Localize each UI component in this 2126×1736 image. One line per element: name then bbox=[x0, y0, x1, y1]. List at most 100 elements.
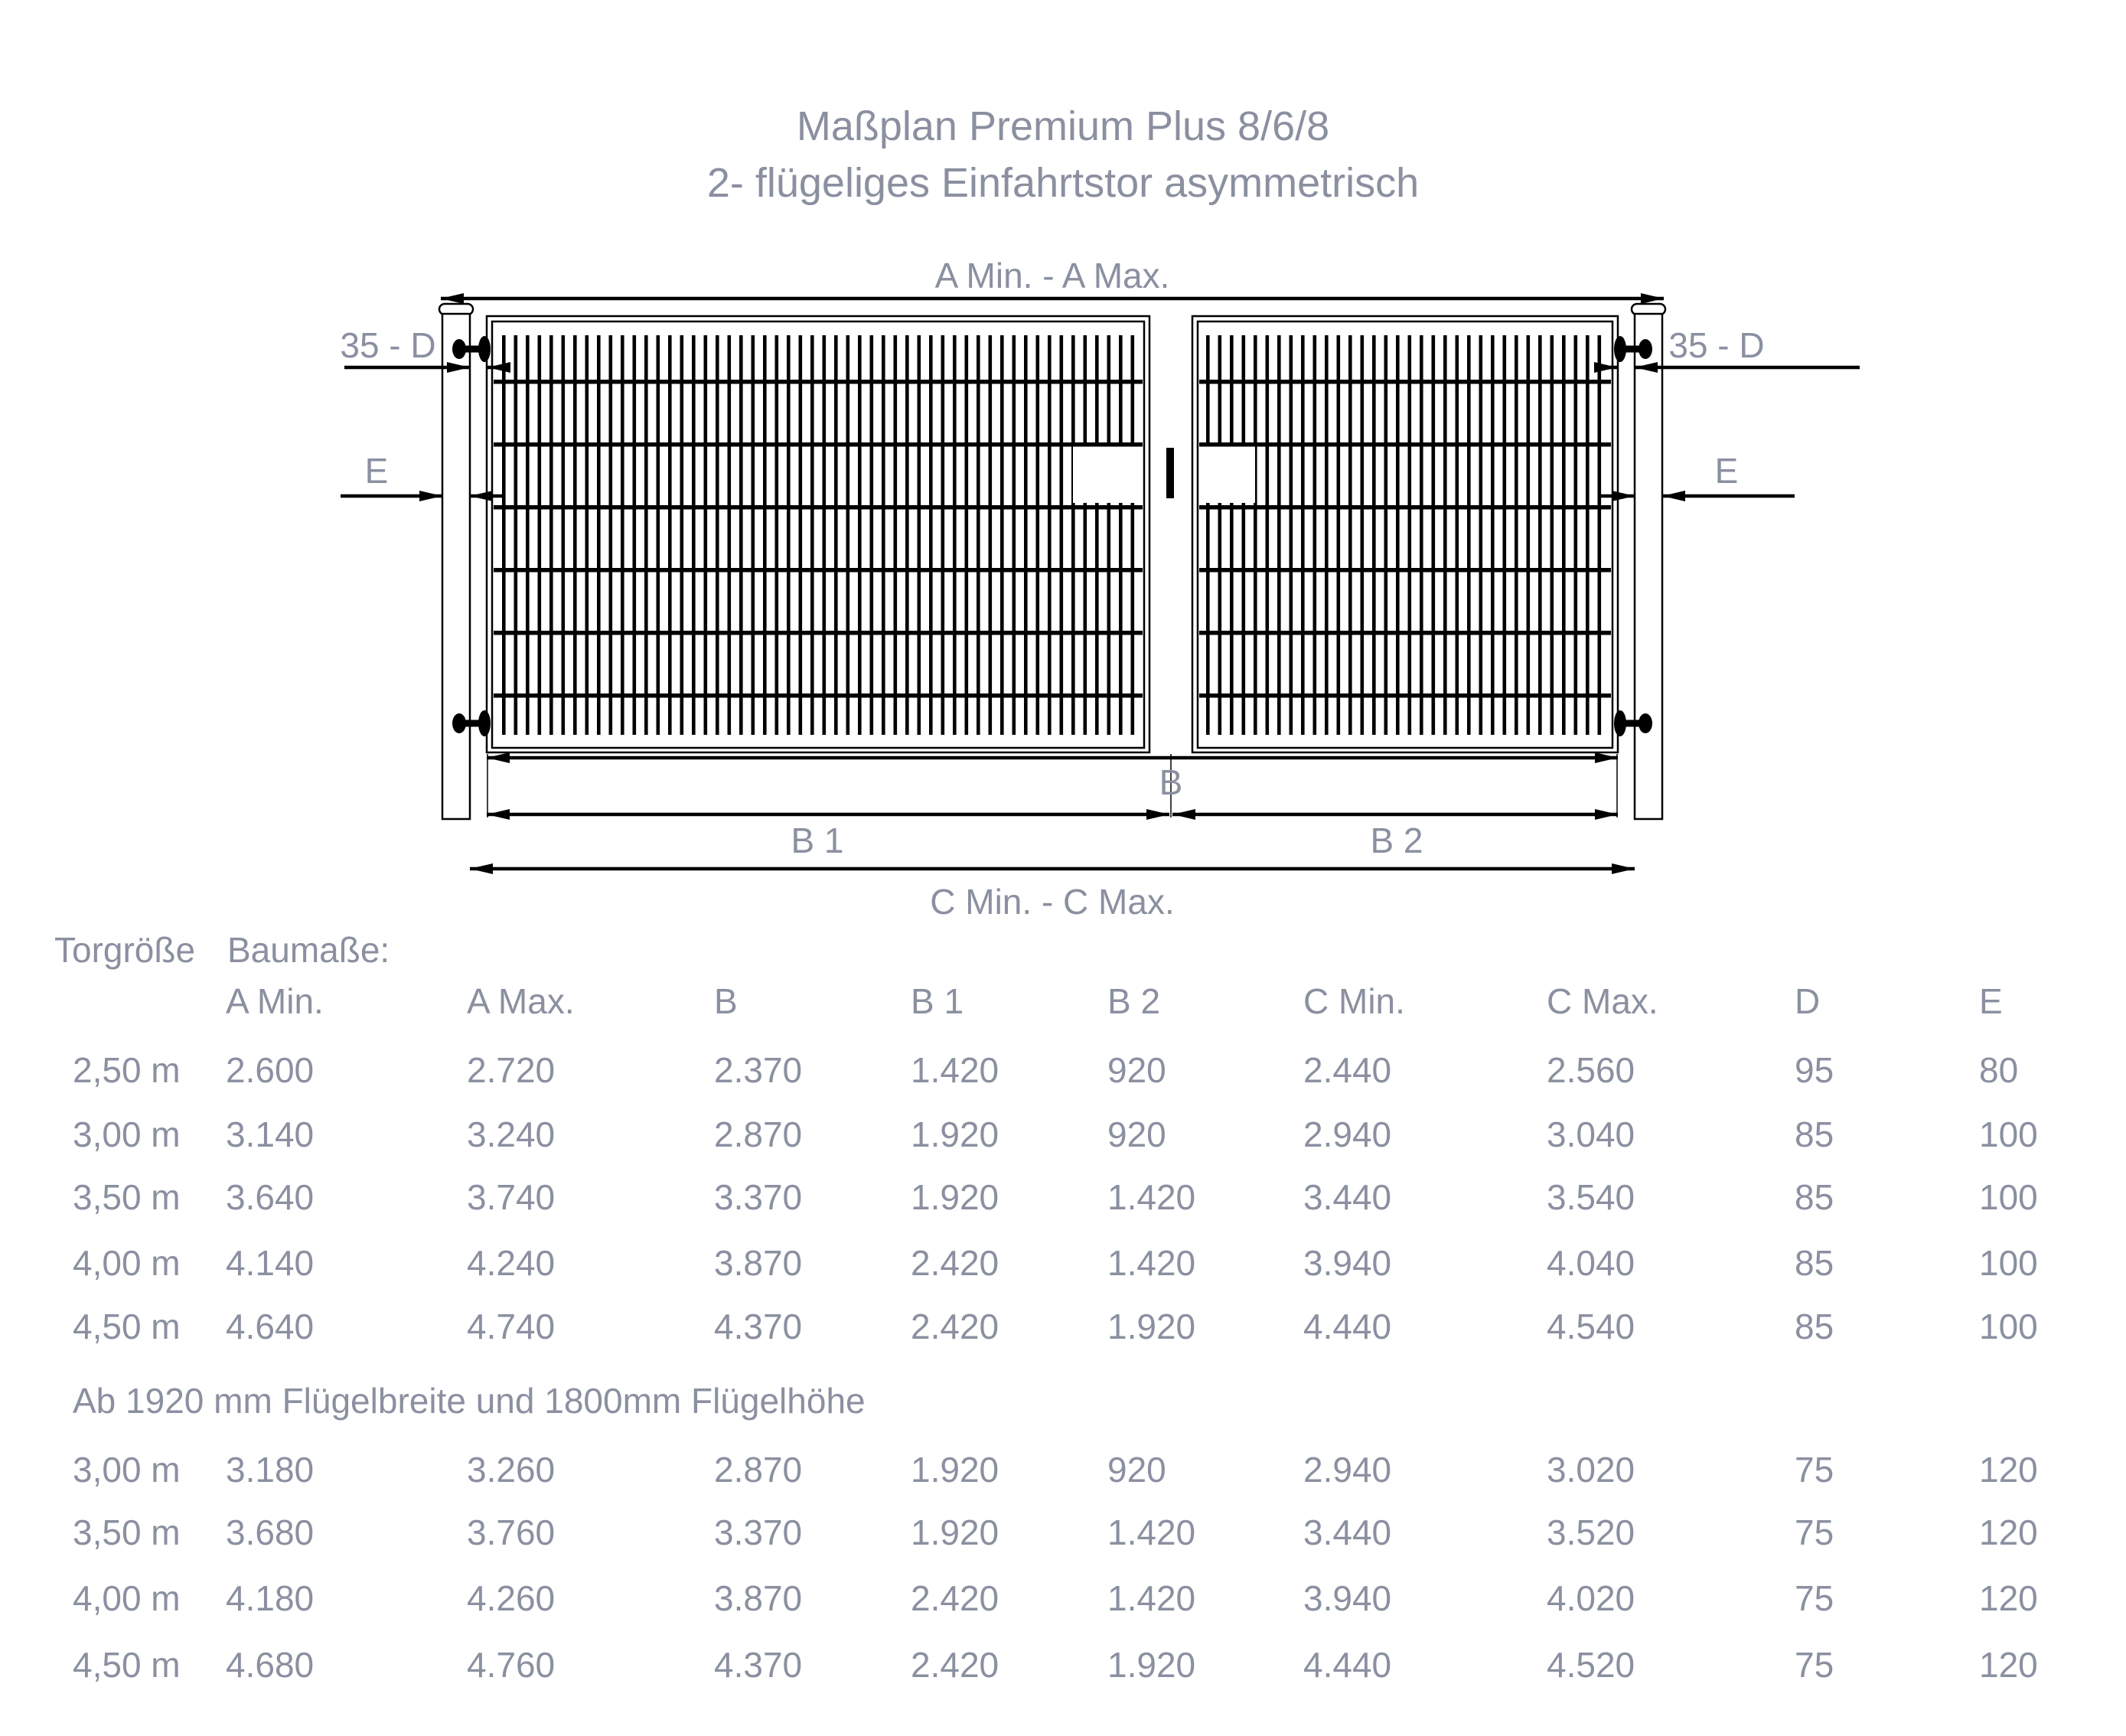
cell-value: 3.180 bbox=[226, 1450, 315, 1490]
column-header: A Max. bbox=[467, 981, 575, 1021]
cell-value: 3.640 bbox=[226, 1177, 315, 1217]
cell-value: 95 bbox=[1795, 1050, 1834, 1090]
cell-value: 4.640 bbox=[226, 1307, 315, 1346]
wing-rail bbox=[494, 380, 1143, 384]
cell-value: 4.260 bbox=[467, 1578, 556, 1618]
cell-value: 3.680 bbox=[226, 1512, 315, 1552]
cell-value: 75 bbox=[1795, 1645, 1834, 1685]
dimension-label-d-left: 35 - D bbox=[340, 325, 435, 365]
column-header: B bbox=[714, 981, 738, 1021]
cell-torgroesse: 3,00 m bbox=[73, 1114, 181, 1154]
cell-value: 1.920 bbox=[1107, 1645, 1196, 1685]
dimension-label-b: B bbox=[1159, 762, 1183, 802]
cell-value: 3.540 bbox=[1547, 1177, 1635, 1217]
cell-torgroesse: 4,00 m bbox=[73, 1578, 181, 1618]
cell-value: 920 bbox=[1107, 1450, 1166, 1490]
column-header: E bbox=[1979, 981, 2003, 1021]
cell-value: 1.920 bbox=[911, 1114, 999, 1154]
cell-value: 4.020 bbox=[1547, 1578, 1635, 1618]
wing-rail bbox=[494, 693, 1143, 698]
cell-value: 2.440 bbox=[1303, 1050, 1392, 1090]
cell-value: 2.940 bbox=[1303, 1450, 1392, 1490]
cell-value: 4.440 bbox=[1303, 1645, 1392, 1685]
table-note: Ab 1920 mm Flügelbreite und 1800mm Flüge… bbox=[73, 1381, 866, 1421]
cell-value: 1.420 bbox=[1107, 1578, 1196, 1618]
column-header: D bbox=[1795, 981, 1821, 1021]
wing-rail bbox=[1199, 380, 1611, 384]
cell-torgroesse: 4,50 m bbox=[73, 1307, 181, 1346]
cell-torgroesse: 2,50 m bbox=[73, 1050, 181, 1090]
wing-rail bbox=[494, 505, 1143, 510]
gate-post-right bbox=[1630, 302, 1667, 821]
cell-value: 4.370 bbox=[714, 1307, 803, 1346]
cell-value: 100 bbox=[1979, 1243, 2038, 1283]
dimension-lines bbox=[341, 293, 1860, 874]
gate-diagram: A Min. - A Max. 35 - D 35 - D E E B B 1 … bbox=[340, 256, 1860, 922]
wing-rail bbox=[494, 568, 1143, 573]
hinge-bottom-left bbox=[452, 710, 491, 736]
cell-value: 2.720 bbox=[467, 1050, 556, 1090]
cell-value: 3.260 bbox=[467, 1450, 556, 1490]
cell-torgroesse: 4,50 m bbox=[73, 1645, 181, 1685]
cell-value: 4.370 bbox=[714, 1645, 803, 1685]
cell-value: 2.940 bbox=[1303, 1114, 1392, 1154]
column-header: B 1 bbox=[911, 981, 964, 1021]
table-row: 4,50 m 4.640 4.740 4.370 2.420 1.920 4.440 4.54… bbox=[0, 1305, 2126, 1348]
cell-value: 2.420 bbox=[911, 1578, 999, 1618]
cell-value: 120 bbox=[1979, 1512, 2038, 1552]
cell-value: 2.600 bbox=[226, 1050, 315, 1090]
cell-value: 120 bbox=[1979, 1645, 2038, 1685]
cell-value: 1.420 bbox=[1107, 1243, 1196, 1283]
cell-value: 1.420 bbox=[1107, 1512, 1196, 1552]
cell-value: 3.870 bbox=[714, 1243, 803, 1283]
cell-value: 1.920 bbox=[1107, 1307, 1196, 1346]
dimension-label-c: C Min. - C Max. bbox=[930, 882, 1174, 922]
wing-rail bbox=[1199, 505, 1611, 510]
table-title-baumasse: Baumaße: bbox=[227, 930, 390, 970]
cell-value: 2.420 bbox=[911, 1243, 999, 1283]
hinge-top-left bbox=[452, 336, 491, 362]
cell-value: 4.760 bbox=[467, 1645, 556, 1685]
cell-value: 120 bbox=[1979, 1578, 2038, 1618]
column-header: C Max. bbox=[1547, 981, 1658, 1021]
cell-torgroesse: 3,00 m bbox=[73, 1450, 181, 1490]
cell-value: 4.040 bbox=[1547, 1243, 1635, 1283]
cell-value: 920 bbox=[1107, 1050, 1166, 1090]
cell-value: 4.740 bbox=[467, 1307, 556, 1346]
cell-value: 3.940 bbox=[1303, 1578, 1392, 1618]
page-subtitle: 2- flügeliges Einfahrtstor asymmetrisch bbox=[706, 160, 1420, 206]
lock-box-right bbox=[1199, 446, 1255, 503]
cell-value: 3.760 bbox=[467, 1512, 556, 1552]
cell-value: 3.740 bbox=[467, 1177, 556, 1217]
page-title-block: Maßplan Premium Plus 8/6/8 2- flügeliges… bbox=[0, 98, 2126, 211]
cell-value: 3.520 bbox=[1547, 1512, 1635, 1552]
cell-value: 80 bbox=[1979, 1050, 2019, 1090]
table-row: 4,50 m 4.680 4.760 4.370 2.420 1.920 4.440 4.52… bbox=[0, 1643, 2126, 1686]
dimension-label-b1: B 1 bbox=[791, 821, 843, 860]
wing-rail bbox=[1199, 568, 1611, 573]
cell-value: 2.420 bbox=[911, 1307, 999, 1346]
cell-value: 75 bbox=[1795, 1578, 1834, 1618]
cell-value: 3.370 bbox=[714, 1512, 803, 1552]
table-row: 3,00 m 3.140 3.240 2.870 1.920 920 2.940 3.040 8… bbox=[0, 1113, 2126, 1156]
wing-rail bbox=[1199, 693, 1611, 698]
hinge-bottom-right bbox=[1614, 710, 1652, 736]
cell-value: 100 bbox=[1979, 1114, 2038, 1154]
cell-value: 4.440 bbox=[1303, 1307, 1392, 1346]
cell-value: 3.870 bbox=[714, 1578, 803, 1618]
cell-value: 120 bbox=[1979, 1450, 2038, 1490]
column-header: B 2 bbox=[1107, 981, 1161, 1021]
wing-right-bars bbox=[1206, 335, 1603, 735]
cell-value: 3.240 bbox=[467, 1114, 556, 1154]
cell-value: 3.440 bbox=[1303, 1177, 1392, 1217]
cell-value: 3.370 bbox=[714, 1177, 803, 1217]
cell-value: 3.440 bbox=[1303, 1512, 1392, 1552]
dimension-label-a: A Min. - A Max. bbox=[935, 256, 1170, 295]
table-header-row: A Min. A Max. B B 1 B 2 C Min. C Max. D E bbox=[0, 980, 2126, 1023]
cell-value: 3.040 bbox=[1547, 1114, 1635, 1154]
cell-value: 4.140 bbox=[226, 1243, 315, 1283]
cell-value: 85 bbox=[1795, 1177, 1834, 1217]
cell-torgroesse: 4,00 m bbox=[73, 1243, 181, 1283]
cell-value: 2.560 bbox=[1547, 1050, 1635, 1090]
